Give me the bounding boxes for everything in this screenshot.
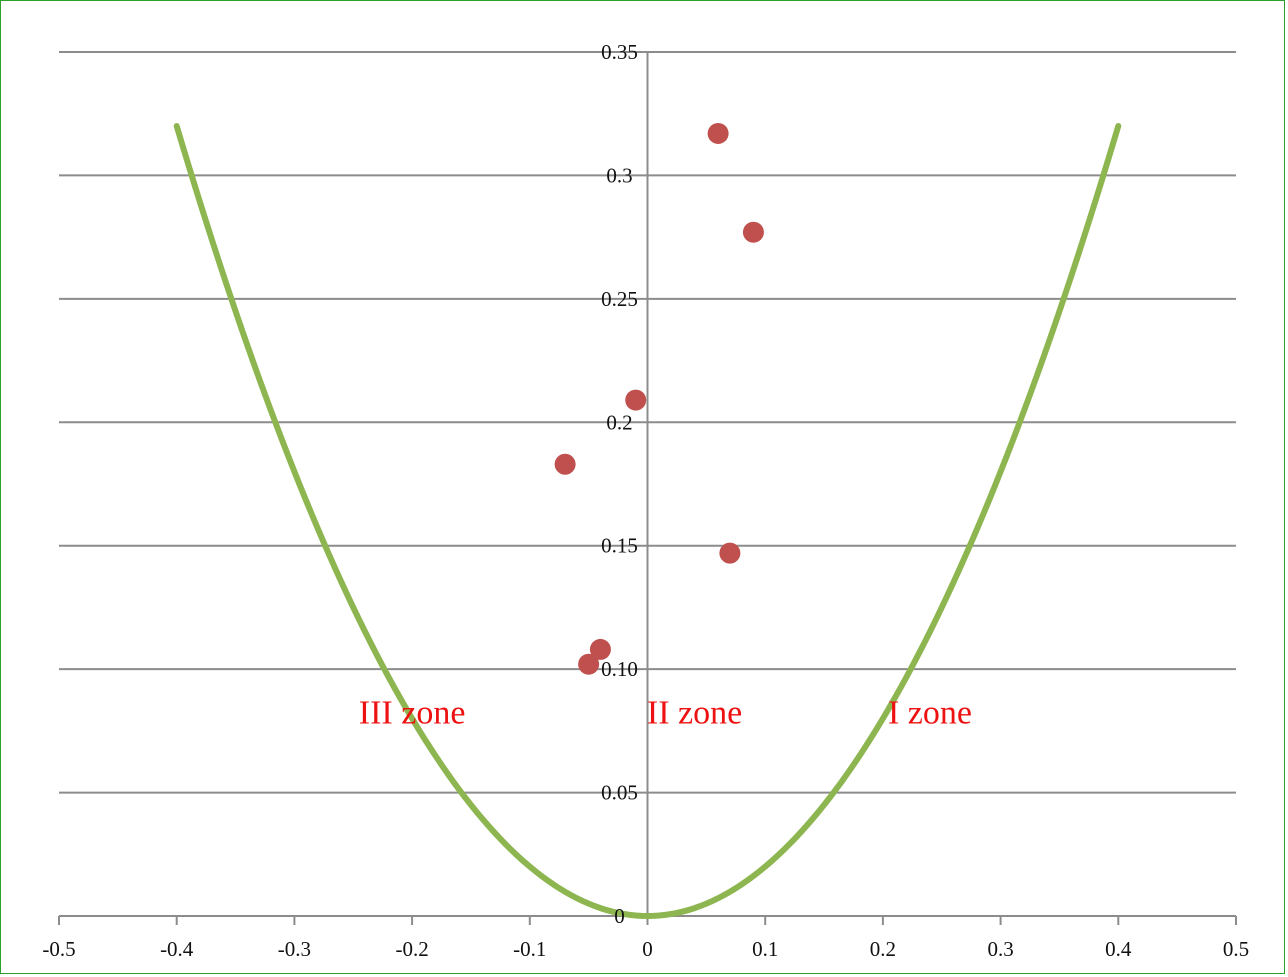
boundary-curve-layer [173,123,1122,920]
x-tick-label-1: -0.4 [160,937,194,961]
data-point-4 [719,542,741,564]
data-point-6 [578,653,600,675]
y-tick-label-6: 0.3 [606,163,632,187]
x-tick-label-7: 0.2 [870,937,896,961]
y-tick-label-5: 0.25 [601,287,638,311]
x-tick-label-0: -0.5 [42,937,75,961]
x-tick-label-10: 0.5 [1223,937,1249,961]
tick-labels: -0.5 -0.4 -0.3 -0.2 -0.1 0 0.1 0.2 0.3 0.4 0.5 0 0.0… [42,40,1249,961]
zone-label-2: I zone [888,694,972,731]
data-point-0 [707,122,729,144]
zone-label-1: II zone [647,694,742,731]
y-tick-label-4: 0.2 [606,410,632,434]
y-tick-label-7: 0.35 [601,40,638,64]
x-tick-label-8: 0.3 [987,937,1013,961]
axes [58,52,1237,925]
data-point-5 [589,638,611,660]
x-tick-label-4: -0.1 [513,937,546,961]
data-points [554,122,764,675]
zone-labels: III zone II zone I zone [359,694,972,731]
y-tick-label-3: 0.15 [601,534,638,558]
y-tick-label-0: 0 [614,904,625,928]
zone-label-0: III zone [359,694,466,731]
data-point-3 [554,453,576,475]
boundary-curve [173,123,1122,920]
x-tick-label-5: 0 [642,937,653,961]
y-tick-label-2: 0.10 [601,657,638,681]
x-tick-label-9: 0.4 [1105,937,1132,961]
y-tick-label-1: 0.05 [601,781,638,805]
data-point-1 [742,221,764,243]
x-tick-label-2: -0.3 [278,937,311,961]
data-point-2 [625,389,647,411]
x-tick-label-6: 0.1 [752,937,778,961]
x-tick-label-3: -0.2 [395,937,428,961]
